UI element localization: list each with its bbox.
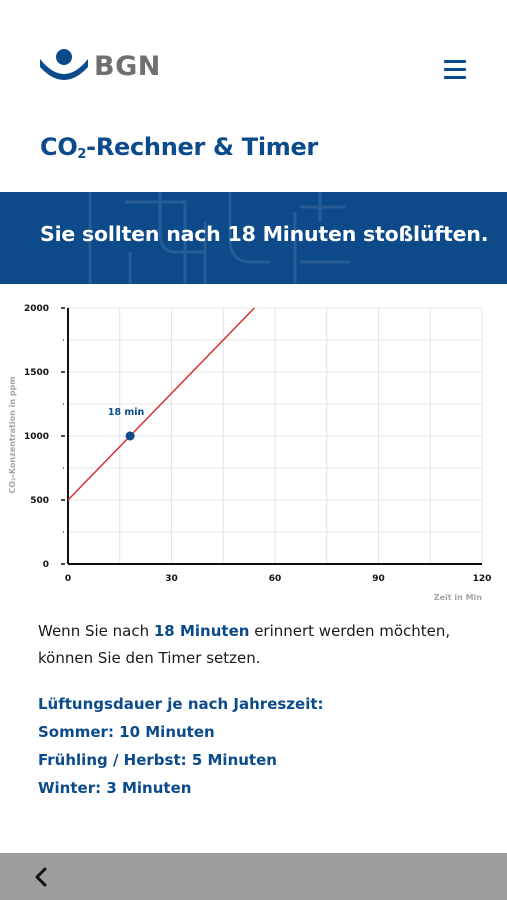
page-title: CO2-Rechner & Timer xyxy=(40,133,318,162)
x-tick-label: 90 xyxy=(372,574,385,584)
bottom-navigation-bar xyxy=(0,853,507,900)
recommendation-banner: Sie sollten nach 18 Minuten stoßlüften. xyxy=(0,192,507,284)
ventilation-durations: Lüftungsdauer je nach Jahreszeit: Sommer… xyxy=(38,690,478,802)
y-tick-label: 2000 xyxy=(24,304,49,314)
x-axis-label: Zeit in Min xyxy=(434,593,483,602)
timer-info-text: Wenn Sie nach 18 Minuten erinnert werden… xyxy=(38,618,478,672)
info-text-line2: können Sie den Timer setzen. xyxy=(38,649,261,667)
x-tick-label: 60 xyxy=(269,574,282,584)
chart-axes xyxy=(61,307,482,565)
bgn-logo[interactable]: BGN xyxy=(40,48,161,84)
y-tick-label: 500 xyxy=(30,496,49,506)
x-tick-label: 0 xyxy=(65,574,71,584)
season-summer: Sommer: 10 Minuten xyxy=(38,723,215,741)
co2-series-line xyxy=(67,307,255,501)
y-axis-label: CO₂-Konzentration in ppm xyxy=(8,376,17,493)
info-minutes-highlight: 18 Minuten xyxy=(153,622,250,640)
chart-series: 18 min xyxy=(67,307,255,501)
season-spring-autumn: Frühling / Herbst: 5 Minuten xyxy=(38,751,277,769)
banner-text: Sie sollten nach 18 Minuten stoßlüften. xyxy=(40,222,489,246)
x-tick-labels: 0 30 60 90 120 xyxy=(65,574,492,584)
info-text-post: erinnert werden möchten, xyxy=(249,622,451,640)
y-tick-label: 1500 xyxy=(24,368,49,378)
timer-point-marker xyxy=(125,431,135,441)
season-heading: Lüftungsdauer je nach Jahreszeit: xyxy=(38,695,324,713)
page-title-prefix: CO xyxy=(40,133,78,161)
page-title-suffix: -Rechner & Timer xyxy=(86,133,318,161)
y-tick-label: 1000 xyxy=(24,432,49,442)
bgn-logo-icon xyxy=(40,49,88,80)
logo-text: BGN xyxy=(94,50,161,82)
chart-grid xyxy=(68,307,483,564)
y-tick-label: 0 xyxy=(43,560,49,570)
app-header: BGN xyxy=(0,0,507,130)
banner-background-illustration xyxy=(88,192,350,284)
chevron-left-icon[interactable] xyxy=(28,863,54,891)
page-title-subscript: 2 xyxy=(77,147,87,162)
hamburger-menu-icon[interactable] xyxy=(444,60,466,80)
info-text-pre: Wenn Sie nach xyxy=(38,622,154,640)
season-winter: Winter: 3 Minuten xyxy=(38,779,192,797)
x-tick-label: 30 xyxy=(165,574,178,584)
timer-point-label: 18 min xyxy=(108,407,145,418)
co2-chart: 0 500 1000 1500 2000 0 30 60 90 120 18 min CO₂-K… xyxy=(8,304,492,602)
x-tick-label: 120 xyxy=(473,574,492,584)
y-tick-labels: 0 500 1000 1500 2000 xyxy=(24,304,49,570)
